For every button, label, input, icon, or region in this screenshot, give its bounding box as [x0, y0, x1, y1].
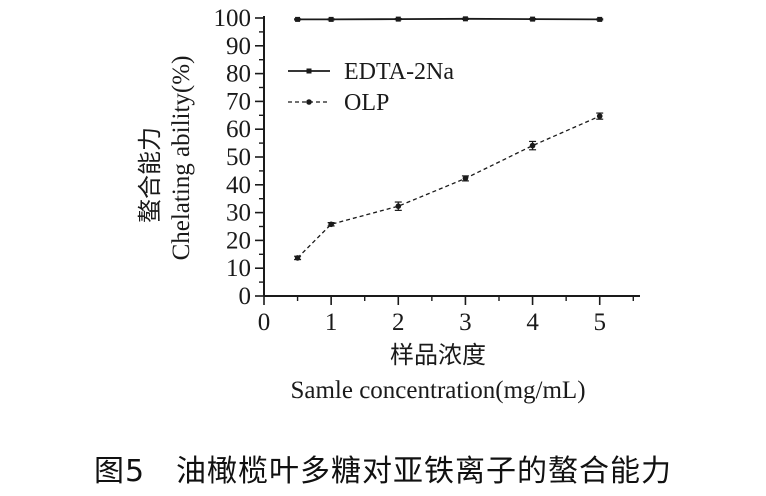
series-line [297, 17, 600, 21]
x-ticks: 0 1 2 3 4 5 [258, 296, 634, 336]
y-axis-label: Chelating ability(%) [168, 56, 195, 261]
y-tick-label: 70 [226, 88, 251, 115]
legend-item-edta-2na: EDTA-2Na [288, 59, 454, 85]
y-tick-label: 50 [226, 144, 251, 171]
x-tick-label: 2 [392, 309, 405, 336]
x-tick-label: 5 [593, 309, 606, 336]
y-tick-label: 20 [226, 227, 251, 254]
y-tick-label: 40 [226, 172, 251, 199]
x-tick-label: 0 [258, 309, 271, 336]
x-tick-label: 3 [459, 309, 472, 336]
data-point [295, 16, 301, 22]
data-point [530, 16, 536, 22]
axes [263, 16, 640, 297]
y-tick-label: 90 [226, 33, 251, 60]
series-line [297, 115, 600, 259]
series-olp [294, 112, 604, 261]
data-point [328, 16, 334, 22]
y-tick-label: 60 [226, 116, 251, 143]
data-point [596, 113, 603, 119]
data-point [395, 16, 401, 22]
x-tick-label: 1 [325, 309, 338, 336]
data-point [529, 142, 536, 149]
data-point [294, 255, 301, 261]
legend-marker [306, 99, 312, 105]
x-axis-label-cn: 样品浓度 [390, 341, 486, 369]
legend-label: EDTA-2Na [344, 59, 454, 85]
x-axis-label: Samle concentration(mg/mL) [290, 377, 585, 404]
data-point [462, 175, 469, 182]
y-tick-label: 10 [226, 255, 251, 282]
figure-caption: 图5 油橄榄叶多糖对亚铁离子的螯合能力 [93, 454, 673, 489]
data-point [597, 16, 603, 22]
y-tick-label: 100 [214, 5, 252, 32]
legend: EDTA-2Na OLP [288, 59, 454, 116]
data-point [395, 203, 402, 210]
y-tick-label: 80 [226, 61, 251, 88]
x-tick-label: 4 [526, 309, 539, 336]
legend-item-olp: OLP [288, 90, 389, 116]
data-point [328, 221, 334, 228]
series-layer [294, 16, 604, 261]
data-point [462, 16, 468, 22]
series-edta-2na [294, 16, 604, 22]
y-axis-label-cn: 螯合能力 [136, 127, 164, 223]
y-tick-label: 0 [239, 283, 252, 310]
y-tick-label: 30 [226, 200, 251, 227]
legend-marker [306, 68, 312, 74]
legend-label: OLP [344, 90, 389, 116]
